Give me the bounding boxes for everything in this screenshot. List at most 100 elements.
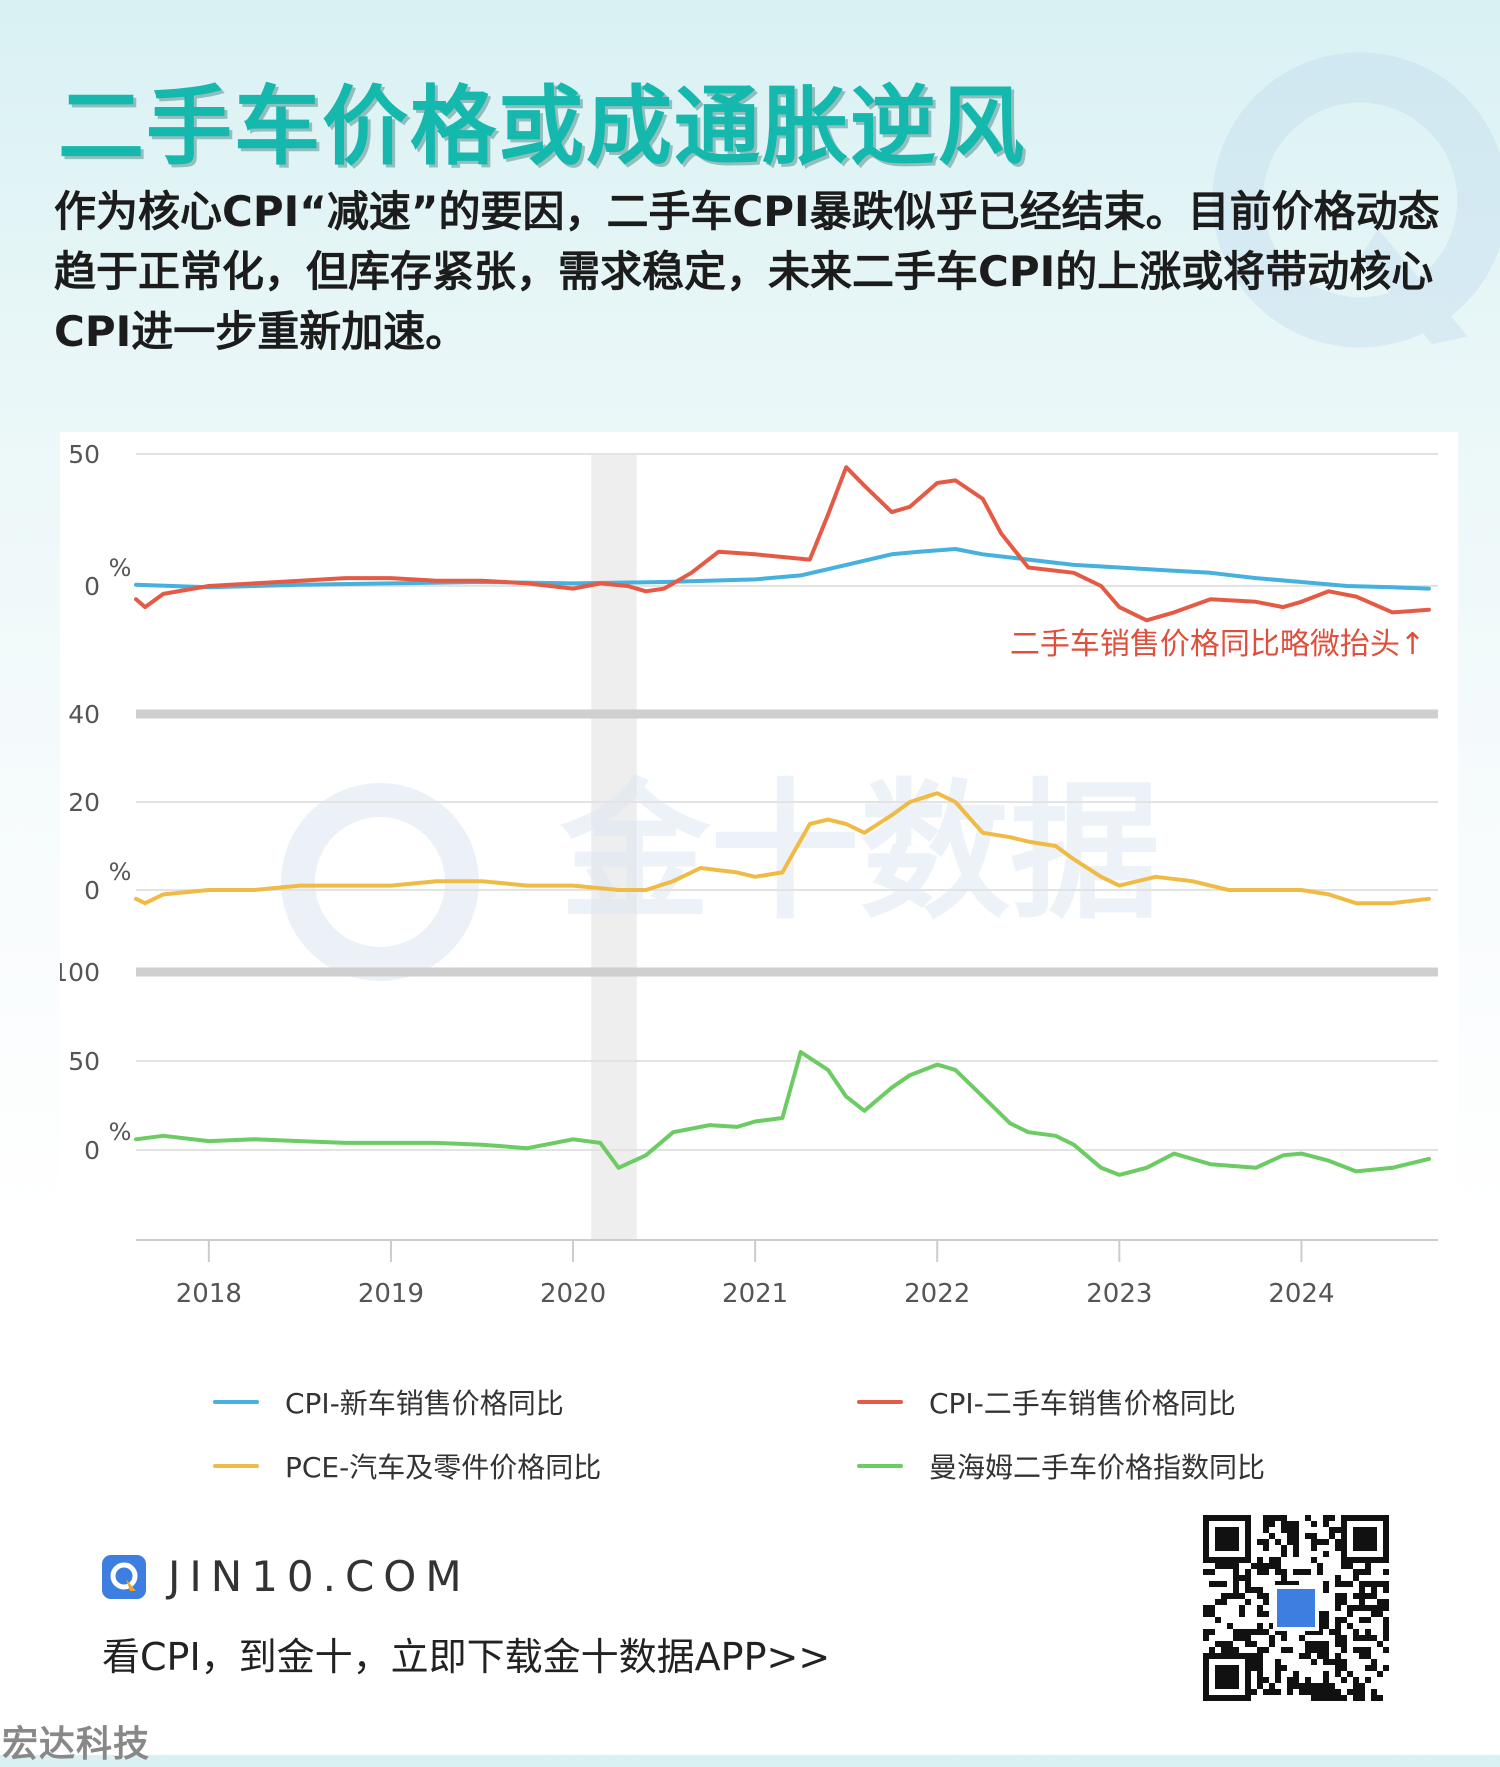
qr-module [1245,1599,1251,1605]
qr-module [1233,1563,1239,1569]
qr-module [1251,1689,1257,1695]
qr-module [1323,1551,1329,1557]
qr-module [1371,1695,1377,1701]
qr-module [1335,1605,1341,1611]
qr-module [1323,1641,1329,1647]
qr-module [1293,1677,1299,1683]
qr-module [1311,1683,1317,1689]
qr-module [1317,1617,1323,1623]
qr-module [1287,1581,1293,1587]
qr-module [1251,1629,1257,1635]
qr-module [1305,1641,1311,1647]
qr-module [1299,1635,1305,1641]
qr-module [1383,1665,1389,1671]
qr-module [1353,1635,1359,1641]
x-tick-label: 2019 [358,1279,424,1309]
qr-module [1293,1671,1299,1677]
qr-module [1257,1677,1263,1683]
series-line-pce [134,791,1431,906]
qr-module [1305,1689,1311,1695]
qr-module [1293,1545,1299,1551]
qr-module [1251,1587,1257,1593]
qr-module [1275,1677,1281,1683]
qr-module [1239,1593,1245,1599]
qr-module [1257,1665,1263,1671]
page-title: 二手车价格或成通胀逆风 [58,77,1026,177]
legend: CPI-新车销售价格同比 CPI-二手车销售价格同比 PCE-汽车及零件价格同比… [0,1368,1500,1488]
qr-module [1383,1629,1389,1635]
qr-module [1383,1569,1389,1575]
qr-module [1233,1587,1239,1593]
legend-label: CPI-二手车销售价格同比 [929,1387,1236,1420]
qr-module [1353,1575,1359,1581]
qr-module [1311,1539,1317,1545]
qr-module [1245,1641,1251,1647]
qr-module [1203,1605,1209,1611]
qr-module [1383,1647,1389,1653]
qr-module [1359,1593,1365,1599]
qr-code[interactable] [1203,1515,1389,1701]
qr-module [1269,1683,1275,1689]
qr-module [1377,1605,1383,1611]
y-tick-label: 40 [68,700,100,729]
qr-module [1341,1563,1347,1569]
qr-module [1335,1665,1341,1671]
qr-module [1323,1581,1329,1587]
qr-module [1293,1527,1299,1533]
qr-module [1287,1521,1293,1527]
legend-swatch-pce [213,1464,259,1468]
qr-module [1329,1527,1335,1533]
qr-module [1293,1581,1299,1587]
qr-module [1221,1563,1227,1569]
qr-module [1365,1617,1371,1623]
qr-module [1239,1605,1245,1611]
qr-module [1371,1605,1377,1611]
qr-module [1209,1629,1215,1635]
download-cta[interactable]: 看CPI，到金十，立即下载金十数据APP>> [102,1635,831,1679]
qr-module [1269,1623,1275,1629]
qr-module [1341,1635,1347,1641]
qr-module [1371,1665,1377,1671]
qr-module [1335,1641,1341,1647]
qr-module [1329,1515,1335,1521]
qr-module [1371,1587,1377,1593]
qr-module [1239,1575,1245,1581]
qr-module [1263,1545,1269,1551]
y-tick-label: 50 [68,440,100,469]
legend-swatch-manheim [857,1464,903,1468]
qr-module [1227,1641,1233,1647]
brand-url[interactable]: JIN10.COM [168,1552,471,1601]
qr-module [1353,1647,1359,1653]
qr-module [1269,1689,1275,1695]
qr-module [1347,1563,1353,1569]
qr-module [1329,1629,1335,1635]
qr-module [1365,1653,1371,1659]
qr-module [1281,1545,1287,1551]
qr-module [1281,1635,1287,1641]
qr-module [1359,1617,1365,1623]
qr-module [1263,1677,1269,1683]
qr-module [1365,1647,1371,1653]
qr-module [1275,1569,1281,1575]
x-tick-label: 2020 [540,1279,606,1309]
qr-module [1269,1641,1275,1647]
qr-module [1365,1629,1371,1635]
qr-module [1317,1683,1323,1689]
qr-module [1365,1563,1371,1569]
qr-module [1275,1689,1281,1695]
qr-module [1323,1515,1329,1521]
qr-module [1335,1689,1341,1695]
qr-module [1365,1605,1371,1611]
qr-module [1323,1695,1329,1701]
qr-module [1335,1635,1341,1641]
qr-module [1281,1575,1287,1581]
qr-module [1377,1641,1383,1647]
qr-module [1257,1653,1263,1659]
qr-module [1365,1635,1371,1641]
qr-module [1323,1539,1329,1545]
qr-module [1269,1563,1275,1569]
qr-module [1275,1671,1281,1677]
qr-module [1359,1683,1365,1689]
qr-module [1281,1515,1287,1521]
qr-module [1209,1581,1215,1587]
